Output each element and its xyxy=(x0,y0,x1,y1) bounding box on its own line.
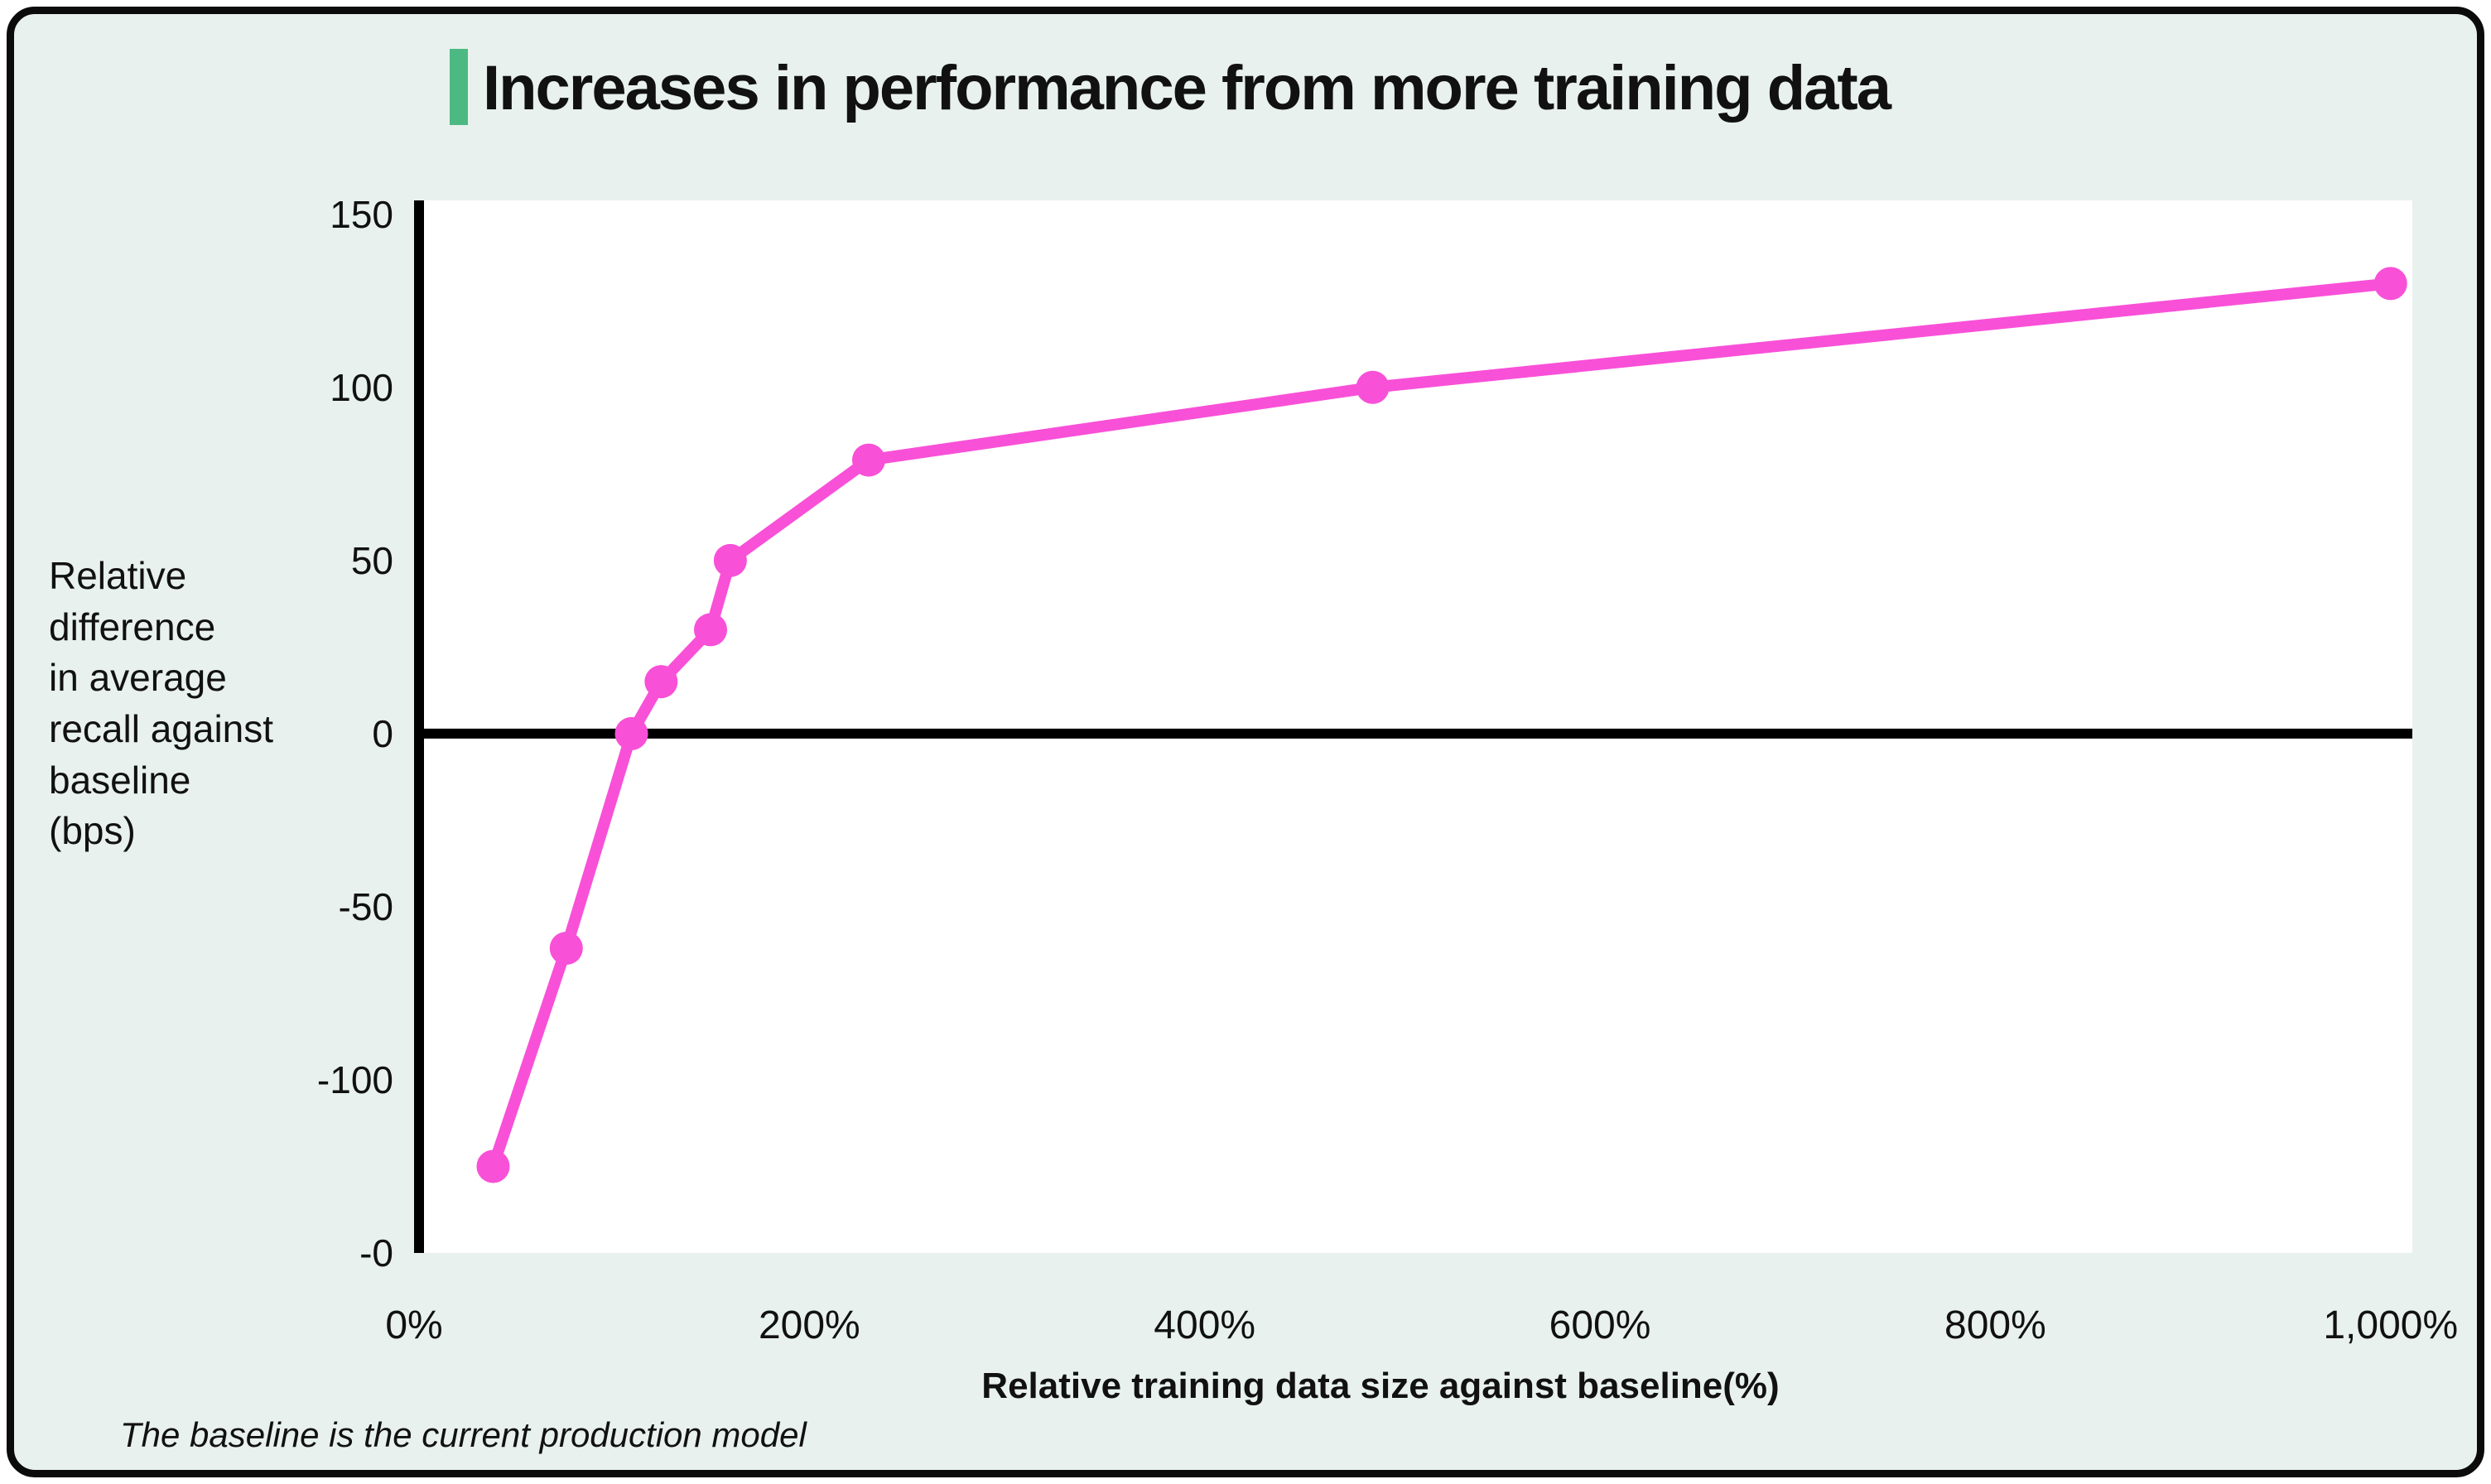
trend-line xyxy=(487,277,2397,1173)
data-point xyxy=(713,543,747,577)
y-tick-label: 150 xyxy=(330,192,393,236)
y-axis-title: Relative difference in average recall ag… xyxy=(49,554,274,853)
y-tick-label: 100 xyxy=(330,365,393,409)
y-axis-line xyxy=(414,200,424,1253)
data-point xyxy=(476,1149,510,1183)
x-tick-label: 1,000% xyxy=(2323,1303,2459,1347)
title-accent-bar xyxy=(450,49,468,125)
x-axis-title: Relative training data size against base… xyxy=(981,1366,1780,1406)
x-tick-label: 800% xyxy=(1944,1303,2046,1347)
title-row: Increases in performance from more train… xyxy=(450,49,1891,125)
y-tick-label: -100 xyxy=(316,1058,393,1101)
data-point xyxy=(549,932,583,966)
data-point xyxy=(694,613,728,647)
x-tick-label: 0% xyxy=(385,1303,443,1347)
x-tick-label: 200% xyxy=(758,1303,860,1347)
data-point xyxy=(851,443,885,477)
x-tick-label: 400% xyxy=(1154,1303,1256,1347)
data-point xyxy=(644,665,678,699)
data-point xyxy=(1356,370,1390,404)
line-chart xyxy=(414,200,2412,1253)
chart-card: Increases in performance from more train… xyxy=(7,7,2484,1477)
zero-baseline xyxy=(414,728,2412,739)
plot-area xyxy=(414,200,2412,1253)
data-point xyxy=(614,716,648,750)
footnote: The baseline is the current production m… xyxy=(120,1415,807,1454)
chart-title: Increases in performance from more train… xyxy=(483,53,1891,123)
y-tick-label: -0 xyxy=(359,1231,393,1274)
x-tick-label: 600% xyxy=(1549,1303,1651,1347)
y-tick-label: -50 xyxy=(338,884,393,928)
data-point xyxy=(2373,267,2407,301)
